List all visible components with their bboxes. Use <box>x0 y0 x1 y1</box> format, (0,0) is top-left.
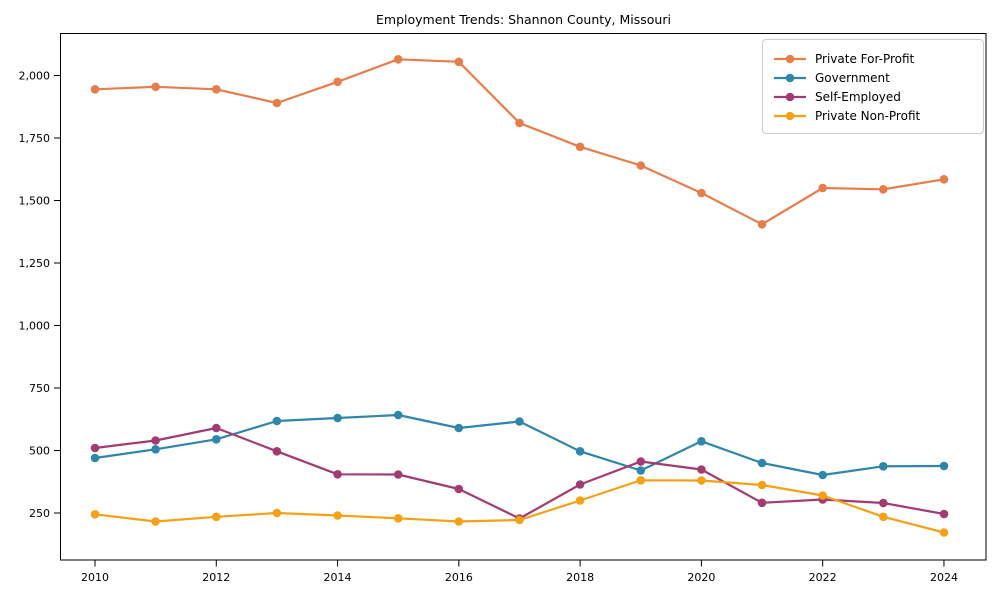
legend-item-government: Government <box>773 68 973 87</box>
data-point-private-non-profit <box>939 528 949 537</box>
legend-label: Self-Employed <box>815 89 901 104</box>
data-point-private-for-profit <box>90 85 100 94</box>
data-point-self-employed <box>333 470 342 479</box>
data-point-private-non-profit <box>636 476 646 485</box>
y-tick-label: 1,750 <box>19 132 51 145</box>
y-tick-label: 1,000 <box>19 320 51 333</box>
x-tick-label: 2016 <box>445 571 473 584</box>
data-point-private-non-profit <box>575 496 585 505</box>
data-point-self-employed <box>212 423 221 433</box>
data-point-government <box>939 461 949 471</box>
data-point-government <box>515 417 524 426</box>
x-tick-label: 2010 <box>81 571 109 584</box>
chart-title: Employment Trends: Shannon County, Misso… <box>376 12 671 27</box>
data-point-self-employed <box>575 480 585 489</box>
legend-item-self-employed: Self-Employed <box>773 87 973 106</box>
y-tick-label: 1,250 <box>19 257 51 270</box>
data-point-private-for-profit <box>879 185 888 194</box>
data-point-private-for-profit <box>939 175 949 184</box>
series-line-private-non-profit <box>93 479 946 534</box>
legend-label: Private For-Profit <box>815 51 915 66</box>
data-point-self-employed <box>393 470 403 479</box>
y-tick-label: 2,000 <box>19 70 51 83</box>
y-tick-label: 500 <box>29 445 50 458</box>
data-point-private-non-profit <box>333 511 342 520</box>
y-tick-label: 750 <box>29 382 50 395</box>
data-point-self-employed <box>90 443 100 453</box>
data-point-private-for-profit <box>515 118 524 128</box>
data-point-private-non-profit <box>818 491 827 500</box>
data-point-private-non-profit <box>515 515 524 525</box>
data-point-private-for-profit <box>757 220 767 229</box>
data-point-private-for-profit <box>818 183 827 193</box>
legend-item-private-for-profit: Private For-Profit <box>773 49 973 68</box>
data-point-private-for-profit <box>212 85 221 94</box>
data-point-private-non-profit <box>757 480 767 490</box>
x-tick-label: 2022 <box>809 571 837 584</box>
data-point-self-employed <box>879 498 888 508</box>
legend-line-marker-icon <box>774 92 806 101</box>
legend-line-marker-icon <box>774 73 806 82</box>
data-point-private-for-profit <box>272 98 282 108</box>
data-point-self-employed <box>697 465 706 474</box>
axes-frame <box>60 33 987 561</box>
data-point-private-for-profit <box>697 188 706 198</box>
data-point-private-for-profit <box>393 55 403 64</box>
data-point-government <box>90 453 100 463</box>
legend-item-private-non-profit: Private Non-Profit <box>773 106 973 125</box>
data-point-private-for-profit <box>151 82 160 92</box>
data-point-government <box>333 413 342 423</box>
x-tick-label: 2018 <box>566 571 594 584</box>
data-point-self-employed <box>454 484 464 494</box>
x-tick-label: 2012 <box>202 571 230 584</box>
x-tick-label: 2024 <box>930 571 958 584</box>
data-point-self-employed <box>636 457 646 466</box>
data-point-government <box>393 410 403 420</box>
data-point-private-non-profit <box>90 510 100 519</box>
data-point-government <box>697 437 706 446</box>
data-point-private-for-profit <box>333 77 342 87</box>
data-point-government <box>636 466 646 475</box>
data-point-private-for-profit <box>454 57 464 67</box>
legend-line-marker-icon <box>774 54 806 63</box>
legend-label: Private Non-Profit <box>815 108 921 123</box>
data-point-government <box>272 416 282 426</box>
data-point-private-non-profit <box>151 517 160 526</box>
legend: Private For-Profit Government Self-Employe… <box>762 39 984 134</box>
data-point-self-employed <box>757 498 767 508</box>
data-point-self-employed <box>151 436 160 445</box>
data-point-private-for-profit <box>575 142 585 152</box>
data-point-private-non-profit <box>697 476 706 485</box>
legend-label: Government <box>815 70 890 85</box>
data-point-private-non-profit <box>393 514 403 523</box>
x-tick-label: 2020 <box>687 571 715 584</box>
y-tick-label: 1,500 <box>19 195 51 208</box>
data-point-government <box>151 445 160 454</box>
x-tick-label: 2014 <box>324 571 352 584</box>
data-point-government <box>757 458 767 468</box>
data-point-private-non-profit <box>454 517 464 526</box>
data-point-private-for-profit <box>636 161 646 170</box>
legend-line-marker-icon <box>774 111 806 120</box>
data-point-government <box>879 462 888 471</box>
data-point-government <box>818 470 827 480</box>
data-point-government <box>575 447 585 456</box>
data-point-private-non-profit <box>272 508 282 518</box>
data-point-government <box>454 423 464 433</box>
data-point-self-employed <box>939 509 949 519</box>
y-tick-label: 250 <box>29 507 50 520</box>
data-point-self-employed <box>272 447 282 456</box>
data-point-government <box>212 435 221 444</box>
data-point-private-non-profit <box>879 512 888 522</box>
data-point-private-non-profit <box>212 512 221 522</box>
